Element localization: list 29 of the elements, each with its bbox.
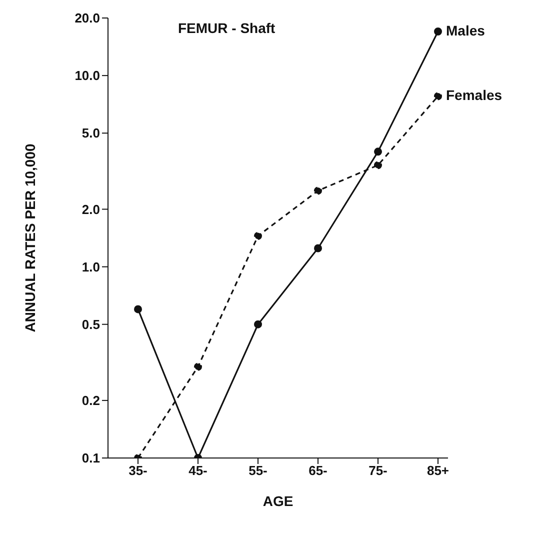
y-tick-label: 0.2 xyxy=(82,393,100,408)
point xyxy=(254,232,262,240)
y-axis-title: ANNUAL RATES PER 10,000 xyxy=(22,144,38,332)
x-tick-label: 55- xyxy=(248,463,268,478)
point xyxy=(134,305,142,314)
series-label: Females xyxy=(446,87,502,104)
chart-title: FEMUR - Shaft xyxy=(178,20,276,36)
x-tick-label: 65- xyxy=(308,463,328,478)
x-axis-title: AGE xyxy=(262,493,294,509)
point xyxy=(314,244,322,252)
x-tick-label: 85+ xyxy=(426,463,450,478)
point xyxy=(434,27,442,36)
y-tick-label: 5.0 xyxy=(82,126,100,141)
point xyxy=(194,362,202,371)
y-tick-label: 10.0 xyxy=(74,68,100,84)
y-tick-label: 0.5 xyxy=(82,316,100,332)
point xyxy=(254,320,262,328)
point xyxy=(314,186,322,195)
point xyxy=(374,161,382,170)
point xyxy=(434,92,442,100)
y-tick-label: 2.0 xyxy=(82,202,100,217)
y-tick-label: 1.0 xyxy=(82,259,100,274)
series-label: Males xyxy=(446,22,486,38)
y-tick-label: 0.1 xyxy=(82,450,100,466)
point xyxy=(374,148,382,156)
x-tick-label: 75- xyxy=(368,463,388,478)
x-tick-label: 45- xyxy=(188,463,208,478)
x-tick-label: 35- xyxy=(128,463,148,478)
y-tick-label: 20.0 xyxy=(74,10,100,26)
